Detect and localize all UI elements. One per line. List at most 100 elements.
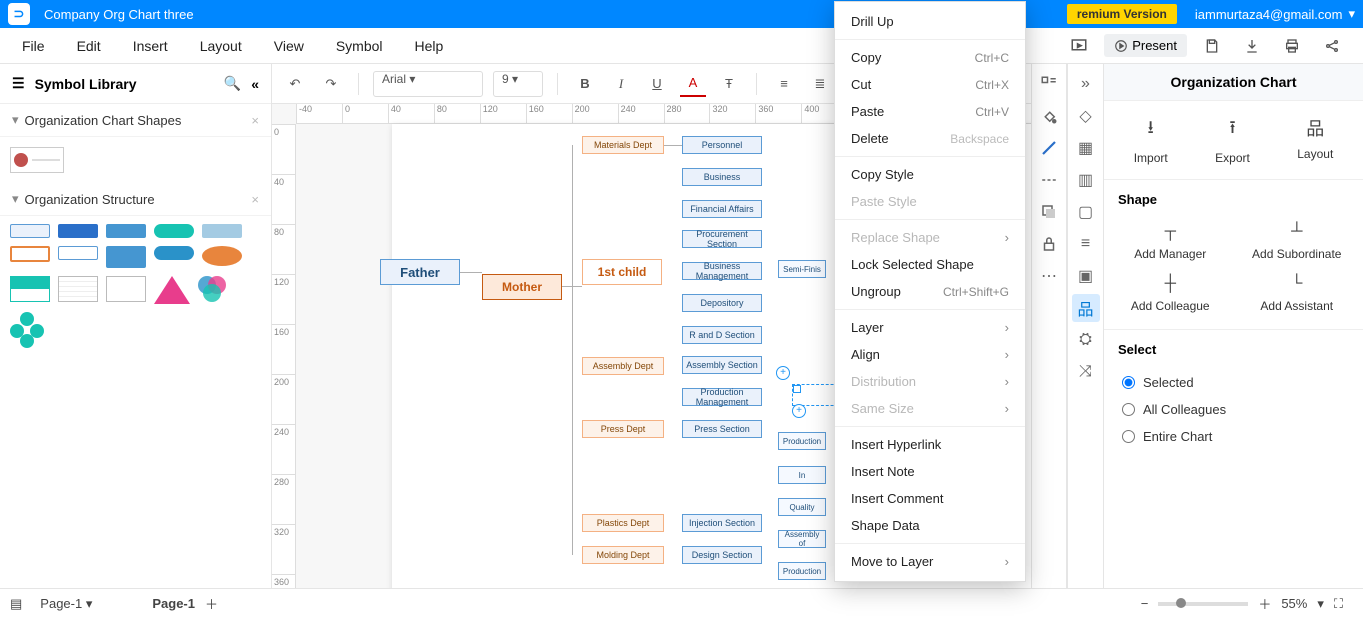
ctx-move-layer[interactable]: Move to Layer: [835, 548, 1025, 575]
image-icon[interactable]: ▣: [1072, 262, 1100, 290]
shape-triangle-thumb[interactable]: [154, 276, 190, 304]
org-node-quality[interactable]: Quality: [778, 498, 826, 516]
page-tab[interactable]: Page-1: [152, 596, 195, 611]
ctx-layer[interactable]: Layer: [835, 314, 1025, 341]
org-node-materials[interactable]: Materials Dept: [582, 136, 664, 154]
org-node-mother[interactable]: Mother: [482, 274, 562, 300]
undo-icon[interactable]: ↶: [282, 71, 308, 97]
data-icon[interactable]: ≡: [1072, 230, 1100, 258]
zoom-slider[interactable]: [1158, 602, 1248, 606]
redo-icon[interactable]: ↷: [318, 71, 344, 97]
category-org-struct[interactable]: ▾ Organization Structure ×: [0, 183, 271, 216]
expand-icon[interactable]: »: [1072, 70, 1100, 98]
save-icon[interactable]: [1197, 32, 1227, 60]
slideshow-icon[interactable]: [1064, 32, 1094, 60]
select-all-colleagues-radio[interactable]: All Colleagues: [1122, 396, 1345, 423]
print-icon[interactable]: [1277, 32, 1307, 60]
random-icon[interactable]: ⤨: [1072, 358, 1100, 386]
shape-thumb[interactable]: [106, 224, 146, 238]
orgchart-icon[interactable]: 品: [1072, 294, 1100, 322]
org-node-psec[interactable]: Press Section: [682, 420, 762, 438]
ctx-copy-style[interactable]: Copy Style: [835, 161, 1025, 188]
view-menu[interactable]: View: [258, 32, 320, 60]
ctx-comment[interactable]: Insert Comment: [835, 485, 1025, 512]
org-node-business[interactable]: Business: [682, 168, 762, 186]
shape-bubbles-thumb[interactable]: [10, 312, 46, 348]
line-style-icon[interactable]: [1035, 166, 1063, 194]
select-selected-radio[interactable]: Selected: [1122, 369, 1345, 396]
file-menu[interactable]: File: [6, 32, 61, 60]
org-node-prod2[interactable]: Production: [778, 432, 826, 450]
shadow-icon[interactable]: [1035, 198, 1063, 226]
account-menu[interactable]: iammurtaza4@gmail.com ▾: [1195, 6, 1355, 22]
shape-thumb[interactable]: [202, 246, 242, 266]
shape-thumb[interactable]: [154, 246, 194, 260]
layout-icon[interactable]: ▦: [1072, 134, 1100, 162]
line-color-icon[interactable]: [1035, 134, 1063, 162]
org-node-father[interactable]: Father: [380, 259, 460, 285]
org-node-depository[interactable]: Depository: [682, 294, 762, 312]
align-center-icon[interactable]: ≣: [807, 71, 833, 97]
pages-icon[interactable]: ▤: [10, 596, 22, 612]
shape-thumb[interactable]: [154, 224, 194, 238]
italic-icon[interactable]: I: [608, 71, 634, 97]
shape-box-thumb[interactable]: [106, 276, 146, 302]
present-button[interactable]: Present: [1104, 34, 1187, 57]
category-org-shapes[interactable]: ▾ Organization Chart Shapes ×: [0, 104, 271, 137]
shape-thumb[interactable]: [10, 224, 50, 238]
premium-badge[interactable]: remium Version: [1067, 4, 1177, 24]
ctx-copy[interactable]: CopyCtrl+C: [835, 44, 1025, 71]
close-icon[interactable]: ×: [251, 113, 259, 128]
ctx-ungroup[interactable]: UngroupCtrl+Shift+G: [835, 278, 1025, 305]
download-icon[interactable]: [1237, 32, 1267, 60]
ctx-delete[interactable]: DeleteBackspace: [835, 125, 1025, 152]
text-group-icon[interactable]: [1035, 70, 1063, 98]
add-manager-button[interactable]: ┬Add Manager: [1110, 223, 1231, 261]
org-node-asm2[interactable]: Assembly of: [778, 530, 826, 548]
slide-icon[interactable]: ▢: [1072, 198, 1100, 226]
shape-thumb[interactable]: [202, 224, 242, 238]
page-selector[interactable]: Page-1 ▾: [40, 596, 92, 612]
export-button[interactable]: ⭱Export: [1215, 115, 1250, 165]
ctx-align[interactable]: Align: [835, 341, 1025, 368]
org-node-procurement[interactable]: Procurement Section: [682, 230, 762, 248]
org-node-plastics[interactable]: Plastics Dept: [582, 514, 664, 532]
add-subordinate-button[interactable]: ┴Add Subordinate: [1237, 223, 1358, 261]
symbol-menu[interactable]: Symbol: [320, 32, 399, 60]
ctx-paste[interactable]: PasteCtrl+V: [835, 98, 1025, 125]
font-select[interactable]: Arial ▾: [373, 71, 483, 97]
org-node-prodmgmt[interactable]: Production Management: [682, 388, 762, 406]
add-page-icon[interactable]: ＋: [205, 594, 218, 613]
org-node-assembly[interactable]: Assembly Dept: [582, 357, 664, 375]
ctx-drill-up[interactable]: Drill Up: [835, 8, 1025, 35]
fill-icon[interactable]: [1035, 102, 1063, 130]
org-node-prod3[interactable]: Production: [778, 562, 826, 580]
org-node-semi[interactable]: Semi-Finis: [778, 260, 826, 278]
org-node-asec[interactable]: Assembly Section: [682, 356, 762, 374]
search-icon[interactable]: 🔍: [224, 75, 241, 92]
more-icon[interactable]: ⋯: [1035, 262, 1063, 290]
layout-menu[interactable]: Layout: [184, 32, 258, 60]
shape-card-thumb[interactable]: [10, 147, 64, 173]
chart-icon[interactable]: ⛭: [1072, 326, 1100, 354]
help-menu[interactable]: Help: [399, 32, 460, 60]
close-icon[interactable]: ×: [251, 192, 259, 207]
ctx-hyperlink[interactable]: Insert Hyperlink: [835, 431, 1025, 458]
font-size-select[interactable]: 9 ▾: [493, 71, 543, 97]
fullscreen-icon[interactable]: ⛶: [1334, 596, 1343, 612]
zoom-out-icon[interactable]: −: [1141, 596, 1149, 611]
add-handle-right-icon[interactable]: +: [792, 404, 806, 418]
ctx-shape-data[interactable]: Shape Data: [835, 512, 1025, 539]
org-node-financial[interactable]: Financial Affairs: [682, 200, 762, 218]
org-node-child1[interactable]: 1st child: [582, 259, 662, 285]
select-entire-chart-radio[interactable]: Entire Chart: [1122, 423, 1345, 450]
font-color-icon[interactable]: A: [680, 71, 706, 97]
ctx-lock[interactable]: Lock Selected Shape: [835, 251, 1025, 278]
zoom-in-icon[interactable]: ＋: [1258, 594, 1271, 613]
ctx-cut[interactable]: CutCtrl+X: [835, 71, 1025, 98]
add-colleague-button[interactable]: ┼Add Colleague: [1110, 275, 1231, 313]
org-node-press[interactable]: Press Dept: [582, 420, 664, 438]
org-node-inj2[interactable]: In: [778, 466, 826, 484]
grid-icon[interactable]: ▥: [1072, 166, 1100, 194]
underline-icon[interactable]: U: [644, 71, 670, 97]
